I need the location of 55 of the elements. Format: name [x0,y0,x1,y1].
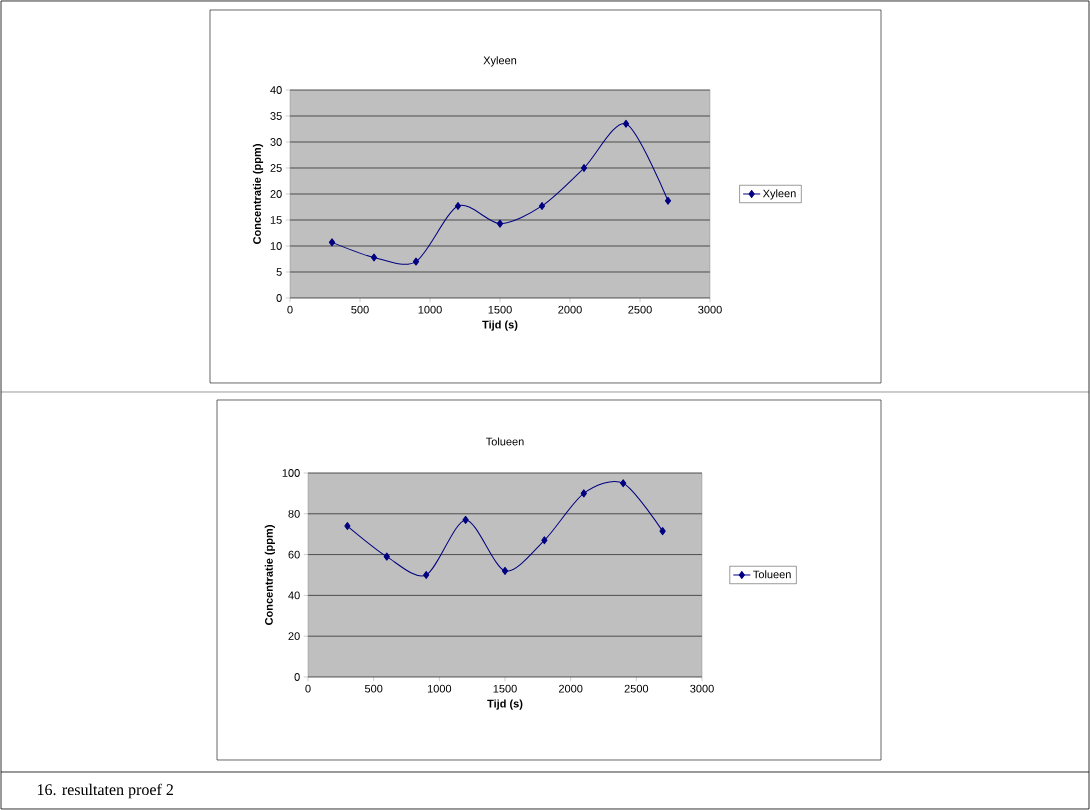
chart-title: Tolueen [485,437,524,446]
x-tick-label: 2500 [624,684,649,693]
y-axis-title: Concentratie (ppm) [252,144,264,244]
x-tick-label: 500 [364,684,383,693]
x-tick-label: 2500 [628,305,652,314]
x-axis-title: Tijd (s) [487,699,523,710]
point [622,119,630,128]
y-axis-title: Concentratie (ppm) [264,525,275,625]
x-tick-label: 3000 [690,684,714,693]
point [383,552,390,561]
point [501,566,509,575]
x-tick-label: 0 [305,684,311,693]
x-tick-label: 2000 [558,684,583,693]
point [454,201,462,210]
point [496,219,504,228]
legend-label: Tolueen [753,570,791,579]
y-tick-label: 35 [270,112,282,120]
point [462,515,469,524]
x-tick-label: 1500 [488,305,512,314]
y-tick-label: 15 [270,216,282,224]
point [664,196,672,205]
y-tick-label: 100 [282,469,300,477]
x-tick-label: 1000 [418,305,442,314]
y-tick-label: 0 [294,673,300,681]
point [328,238,336,247]
point [423,570,430,579]
y-tick-label: 40 [270,86,282,94]
legend-label: Xyleen [762,189,796,200]
point [580,163,588,172]
x-tick-label: 1000 [427,684,452,693]
point [580,489,587,498]
y-tick-label: 20 [270,190,282,198]
y-tick-label: 60 [288,550,300,559]
y-tick-label: 80 [288,509,300,518]
point [538,201,546,210]
point [659,527,666,536]
point [620,479,627,488]
x-tick-label: 1500 [493,684,517,693]
y-tick-label: 30 [270,138,282,146]
point [541,536,548,545]
y-tick-label: 20 [288,632,300,641]
point [412,257,420,266]
y-tick-label: 25 [270,164,282,172]
y-tick-label: 0 [276,294,282,302]
x-tick-label: 3000 [698,305,722,314]
point [344,522,351,531]
x-tick-label: 2000 [558,305,582,314]
text: 16. resultaten proef 2 [37,783,173,799]
x-axis-title: Tijd (s) [482,320,518,331]
chart-title: Xyleen [483,56,517,67]
point [370,253,378,262]
y-tick-label: 5 [276,268,282,276]
y-tick-label: 40 [288,591,300,600]
y-tick-label: 10 [270,242,282,250]
x-tick-label: 500 [351,305,369,314]
